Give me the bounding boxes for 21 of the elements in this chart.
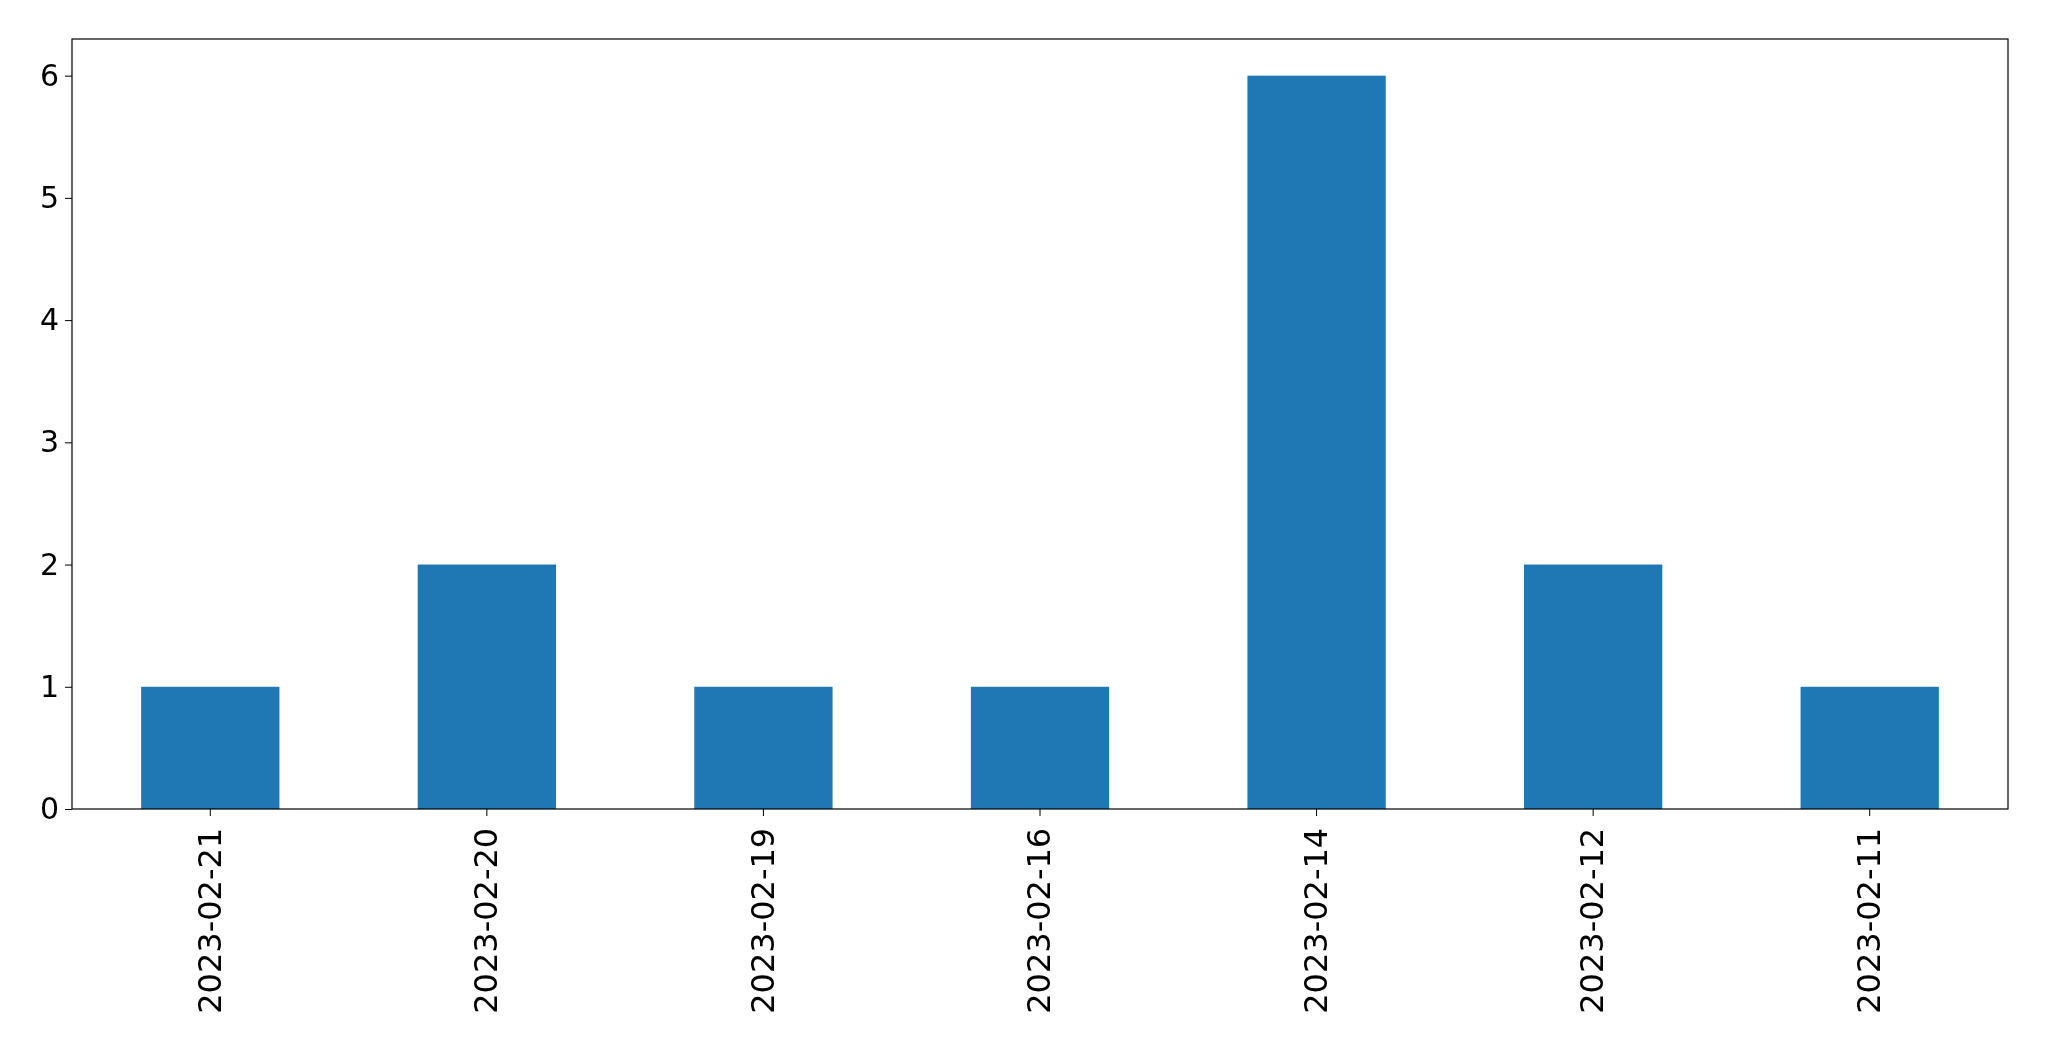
bar	[1247, 75, 1386, 809]
x-tick-label: 2023-02-20	[467, 827, 506, 1014]
bar	[141, 686, 280, 809]
x-tick-label: 2023-02-19	[743, 827, 782, 1014]
x-tick-label: 2023-02-21	[190, 827, 229, 1014]
y-tick-label: 1	[39, 668, 59, 704]
y-tick-label: 5	[39, 179, 59, 215]
bar	[694, 686, 833, 809]
x-tick-label: 2023-02-11	[1849, 827, 1888, 1014]
bar	[970, 686, 1110, 809]
y-tick-label: 6	[39, 57, 59, 93]
bar	[417, 564, 556, 809]
x-tick-label: 2023-02-16	[1020, 827, 1059, 1014]
x-tick-label: 2023-02-12	[1573, 827, 1612, 1014]
y-tick-label: 4	[39, 302, 59, 338]
x-tick-label: 2023-02-14	[1296, 827, 1335, 1014]
y-tick-label: 3	[39, 424, 59, 460]
bar	[1524, 564, 1663, 809]
y-tick-label: 0	[39, 791, 59, 827]
bar	[1800, 686, 1939, 809]
y-tick-label: 2	[39, 546, 59, 582]
